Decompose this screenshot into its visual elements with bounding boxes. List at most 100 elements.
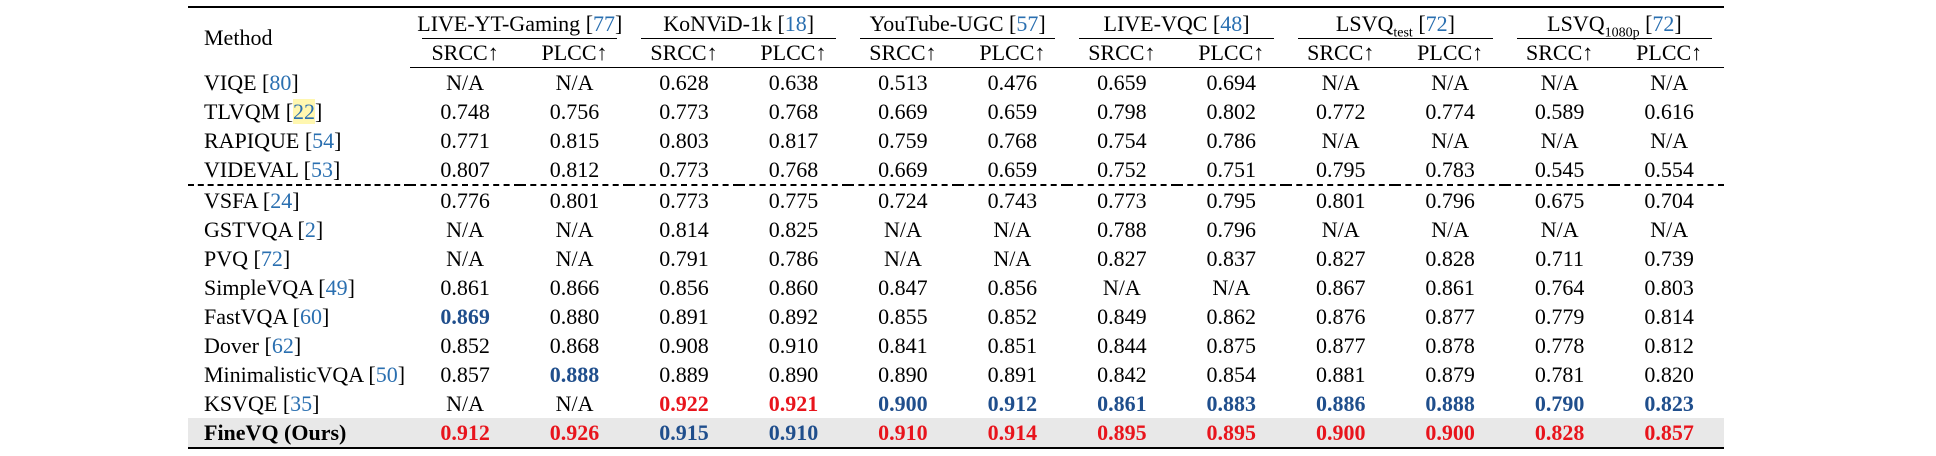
value-cell: 0.772 xyxy=(1315,99,1366,124)
srcc-header: SRCC↑ xyxy=(629,39,739,68)
value-cell: N/A xyxy=(1212,275,1251,300)
value-cell: 0.545 xyxy=(1504,155,1615,186)
citation-link[interactable]: 54 xyxy=(312,128,335,153)
value-cell: 0.704 xyxy=(1644,188,1694,213)
citation-link[interactable]: 2 xyxy=(304,217,316,242)
table-row: Dover [62] 0.852 0.868 0.908 0.910 0.841 0.851… xyxy=(188,331,1724,360)
value-cell: 0.739 xyxy=(1644,246,1694,271)
plcc-header: PLCC↑ xyxy=(957,39,1068,68)
value-cell: 0.900 xyxy=(1395,418,1505,449)
value-cell: 0.768 xyxy=(768,99,819,124)
value-cell: 0.812 xyxy=(1644,333,1694,358)
citation-link[interactable]: 72 xyxy=(1652,11,1675,36)
citation-link[interactable]: 49 xyxy=(325,275,348,300)
dataset-name: YouTube-UGC xyxy=(869,11,1004,36)
value-cell: N/A xyxy=(1431,128,1470,153)
method-name: SimpleVQA xyxy=(204,275,313,300)
method-cell: SimpleVQA [49] xyxy=(204,275,355,300)
value-cell: 0.801 xyxy=(549,188,600,213)
value-cell: 0.815 xyxy=(549,128,600,153)
dataset-header: YouTube-UGC [57] xyxy=(848,6,1068,39)
value-cell: 0.743 xyxy=(987,188,1038,213)
value-cell: 0.752 xyxy=(1067,155,1177,186)
value-cell: 0.844 xyxy=(1097,333,1147,358)
value-cell: 0.774 xyxy=(1425,99,1475,124)
value-cell: 0.803 xyxy=(1644,275,1694,300)
citation-link[interactable]: 72 xyxy=(1425,11,1448,36)
value-cell: 0.820 xyxy=(1644,362,1694,387)
citation-link[interactable]: 48 xyxy=(1220,11,1243,36)
value-cell: 0.860 xyxy=(768,275,819,300)
value-cell: 0.900 xyxy=(878,391,928,416)
value-cell: N/A xyxy=(1650,128,1689,153)
value-cell: N/A xyxy=(993,246,1032,271)
method-cell: VSFA [24] xyxy=(204,188,300,213)
value-cell: 0.659 xyxy=(987,99,1038,124)
value-cell: 0.768 xyxy=(738,155,849,186)
value-cell: 0.803 xyxy=(659,128,709,153)
plcc-header: PLCC↑ xyxy=(519,39,630,68)
citation-link[interactable]: 57 xyxy=(1016,11,1039,36)
value-cell: 0.773 xyxy=(1097,188,1147,213)
citation-link[interactable]: 50 xyxy=(375,362,398,387)
value-cell: 0.886 xyxy=(1315,391,1366,416)
value-cell: N/A xyxy=(1540,128,1579,153)
citation-link[interactable]: 72 xyxy=(260,246,283,271)
value-cell: 0.589 xyxy=(1534,99,1585,124)
value-cell: 0.669 xyxy=(878,99,928,124)
value-cell: 0.807 xyxy=(410,155,520,186)
value-cell: 0.879 xyxy=(1425,362,1475,387)
citation-link[interactable]: 24 xyxy=(270,188,293,213)
value-cell: 0.878 xyxy=(1425,333,1475,358)
method-cell: FastVQA [60] xyxy=(204,304,330,329)
value-cell: 0.856 xyxy=(987,275,1038,300)
results-table: Method LIVE-YT-Gaming [77] KoNViD-1k [18]… xyxy=(188,6,1724,449)
method-name: FineVQ (Ours) xyxy=(204,420,347,445)
value-cell: 0.926 xyxy=(519,418,630,449)
citation-link[interactable]: 53 xyxy=(310,157,333,182)
value-cell: 0.915 xyxy=(629,418,739,449)
citation-link[interactable]: 62 xyxy=(271,333,294,358)
value-cell: 0.795 xyxy=(1206,188,1257,213)
citation-link[interactable]: 18 xyxy=(784,11,807,36)
value-cell: 0.908 xyxy=(659,333,709,358)
plcc-header: PLCC↑ xyxy=(1614,39,1724,68)
value-cell: N/A xyxy=(555,391,594,416)
table-row: RAPIQUE [54] 0.771 0.815 0.803 0.817 0.759 0.7… xyxy=(188,126,1724,155)
citation-link[interactable]: 77 xyxy=(593,11,616,36)
value-cell: 0.888 xyxy=(1425,391,1475,416)
value-cell: N/A xyxy=(1321,217,1360,242)
value-cell: 0.616 xyxy=(1644,99,1694,124)
dataset-header: LSVQ1080p [72] xyxy=(1504,6,1724,40)
value-cell: 0.659 xyxy=(1097,70,1147,95)
value-cell: 0.888 xyxy=(549,362,600,387)
plcc-header: PLCC↑ xyxy=(738,39,849,68)
value-cell: 0.856 xyxy=(659,275,709,300)
value-cell: 0.880 xyxy=(549,304,600,329)
table-row: PVQ [72] N/A N/A 0.791 0.786 N/A N/A 0.827 0.837… xyxy=(188,244,1724,273)
value-cell: 0.910 xyxy=(848,418,958,449)
value-cell: 0.876 xyxy=(1315,304,1366,329)
value-cell: N/A xyxy=(446,391,485,416)
value-cell: 0.796 xyxy=(1425,188,1475,213)
value-cell: 0.881 xyxy=(1315,362,1366,387)
table-row: SimpleVQA [49] 0.861 0.866 0.856 0.860 0.847 0… xyxy=(188,273,1724,302)
value-cell: 0.892 xyxy=(768,304,819,329)
citation-link[interactable]: 60 xyxy=(299,304,322,329)
srcc-header: SRCC↑ xyxy=(848,39,958,68)
citation-link[interactable]: 22 xyxy=(293,99,316,124)
value-cell: 0.890 xyxy=(878,362,928,387)
dataset-header-row: Method LIVE-YT-Gaming [77] KoNViD-1k [18]… xyxy=(188,6,1724,68)
value-cell: 0.847 xyxy=(878,275,928,300)
citation-link[interactable]: 35 xyxy=(290,391,313,416)
value-cell: 0.851 xyxy=(987,333,1038,358)
value-cell: 0.921 xyxy=(768,391,819,416)
value-cell: N/A xyxy=(1650,217,1689,242)
citation-link[interactable]: 80 xyxy=(269,69,292,95)
value-cell: 0.849 xyxy=(1097,304,1147,329)
table-row: VSFA [24] 0.776 0.801 0.773 0.775 0.724 0.743 0… xyxy=(188,185,1724,215)
method-cell: GSTVQA [2] xyxy=(204,217,324,242)
value-cell: 0.513 xyxy=(878,70,928,95)
method-name: PVQ xyxy=(204,246,249,271)
value-cell: N/A xyxy=(1540,70,1579,95)
